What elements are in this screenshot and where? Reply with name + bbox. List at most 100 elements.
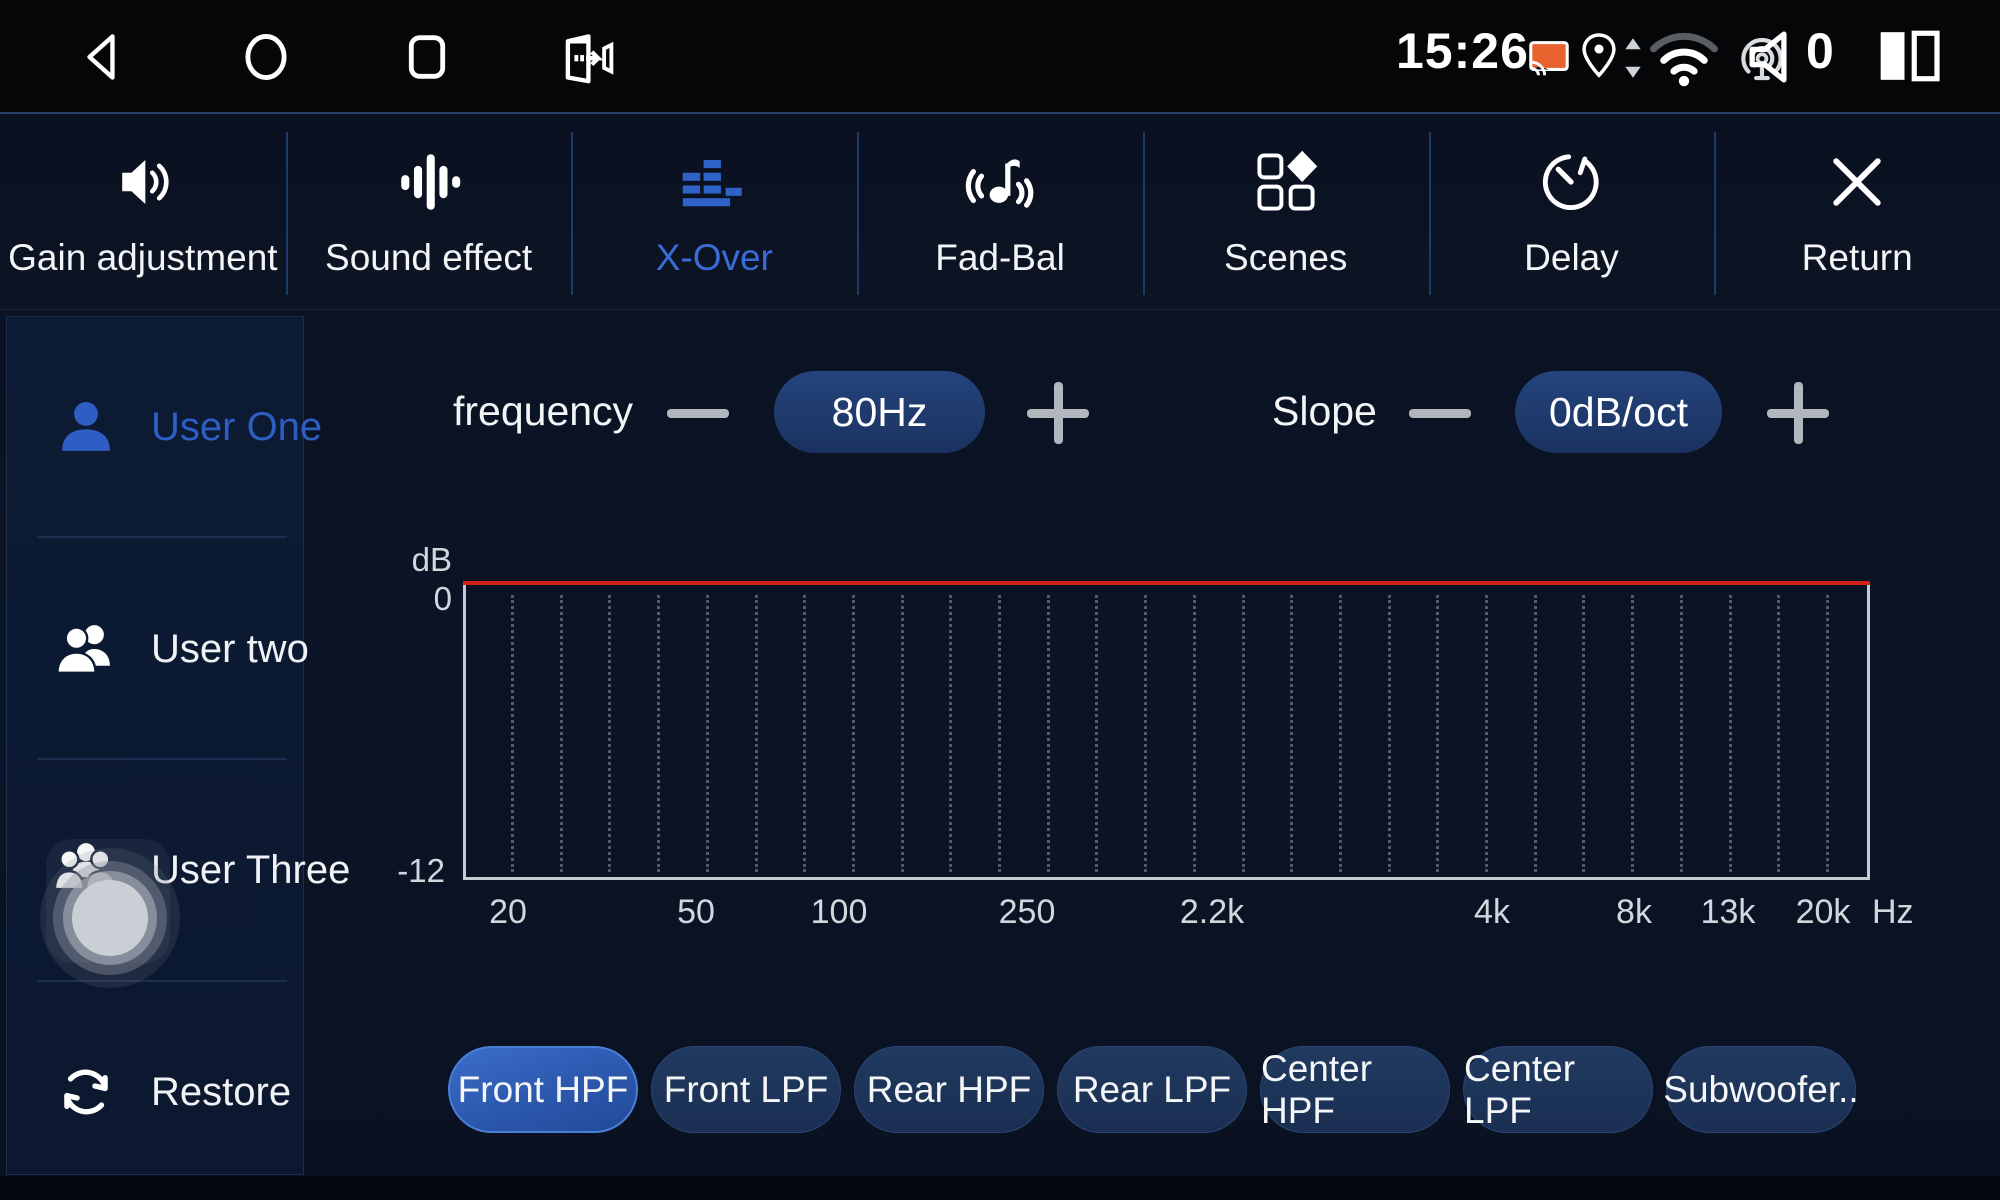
x-tick: 8k	[1616, 893, 1652, 931]
tab-label: Scenes	[1224, 236, 1348, 278]
sidebar-item-restore[interactable]: Restore	[7, 1032, 303, 1152]
close-x-icon	[1833, 157, 1881, 206]
gridline	[998, 595, 1001, 872]
volume-icon	[1749, 31, 1787, 83]
sidebar-divider	[37, 758, 287, 760]
gridline	[1046, 595, 1050, 872]
frequency-increase-button[interactable]	[1023, 378, 1093, 448]
sidebar-divider	[37, 980, 287, 982]
x-tick: 250	[998, 893, 1056, 931]
sidebar-item-label: User One	[151, 404, 323, 449]
filter-rear-hpf[interactable]: Rear HPF	[854, 1046, 1044, 1133]
sidebar-item-user-two[interactable]: User two	[7, 589, 309, 709]
user-sidebar: User One User two User Three Restore	[6, 316, 350, 1175]
sidebar-divider	[37, 536, 287, 538]
tab-label: Return	[1801, 236, 1913, 278]
crossover-levels-icon	[683, 159, 743, 206]
speaker-icon	[122, 159, 169, 204]
x-tick: 4k	[1474, 893, 1510, 931]
gridline	[1095, 595, 1099, 872]
tab-label: Fad-Bal	[935, 236, 1065, 278]
filter-front-hpf[interactable]: Front HPF	[448, 1046, 638, 1133]
x-tick: 13k	[1700, 893, 1756, 931]
equalizer-bars-icon	[400, 153, 460, 210]
gridline	[657, 595, 661, 872]
gridline	[1290, 595, 1294, 872]
filter-front-lpf[interactable]: Front LPF	[651, 1046, 841, 1133]
clock: 15:26	[1396, 23, 1529, 79]
gridline	[1533, 595, 1537, 872]
bottom-edge-strip	[0, 1176, 2000, 1200]
response-curve-line	[463, 581, 1870, 585]
data-arrows-icon	[1625, 38, 1641, 78]
sidebar-item-user-one[interactable]: User One	[7, 367, 322, 487]
frequency-value[interactable]: 80Hz	[774, 371, 985, 453]
tab-label: Delay	[1524, 236, 1619, 278]
gridline	[949, 595, 953, 872]
filter-center-lpf[interactable]: Center LPF	[1463, 1046, 1653, 1133]
single-user-icon	[62, 401, 110, 451]
x-tick: 20	[489, 893, 527, 931]
slope-increase-button[interactable]	[1763, 378, 1833, 448]
tab-gain-adjustment[interactable]: Gain adjustment	[0, 114, 286, 309]
filter-center-hpf[interactable]: Center HPF	[1260, 1046, 1450, 1133]
y-tick-0: 0	[433, 580, 452, 617]
gridline	[754, 595, 758, 872]
x-tick: 20k	[1795, 893, 1851, 931]
gridline	[1436, 595, 1440, 872]
y-tick-minus12: -12	[397, 852, 445, 889]
gridline	[1387, 595, 1391, 872]
tab-label: X-Over	[655, 236, 773, 278]
tab-delay[interactable]: Delay	[1428, 114, 1715, 309]
slope-label: Slope	[1272, 388, 1377, 434]
x-tick: 100	[810, 893, 868, 931]
timer-icon	[1543, 153, 1600, 210]
music-note-waves-icon	[965, 158, 1034, 208]
wifi-icon	[1650, 33, 1718, 87]
gridline	[705, 595, 709, 872]
two-users-icon	[56, 625, 110, 675]
gridline	[1485, 595, 1488, 872]
tab-return[interactable]: Return	[1714, 114, 2000, 309]
gridline	[1631, 595, 1635, 872]
gridline	[1338, 595, 1342, 872]
tab-fad-bal[interactable]: Fad-Bal	[857, 114, 1143, 309]
scenes-grid-icon	[1257, 150, 1317, 211]
split-screen-icon[interactable]	[1878, 30, 1944, 82]
gridline	[559, 595, 563, 872]
tab-label: Sound effect	[325, 236, 533, 278]
gridline	[900, 595, 904, 872]
x-tick: 50	[677, 893, 715, 931]
exit-app-icon[interactable]	[553, 28, 619, 86]
gridline	[1728, 595, 1732, 872]
filter-rear-lpf[interactable]: Rear LPF	[1057, 1046, 1247, 1133]
filter-subwoofer[interactable]: Subwoofer..	[1663, 1046, 1859, 1133]
frequency-label: frequency	[453, 388, 634, 434]
gridline	[851, 595, 855, 872]
minus-icon	[667, 408, 729, 418]
feature-tab-bar: Gain adjustment Sound effect X-Over Fad-…	[0, 112, 2000, 310]
volume-level: 0	[1806, 23, 1834, 79]
home-icon[interactable]	[237, 28, 295, 86]
recents-icon[interactable]	[398, 28, 456, 86]
touch-pointer-center	[72, 880, 148, 956]
slope-decrease-button[interactable]	[1405, 378, 1475, 448]
gridline	[1144, 595, 1148, 872]
tab-x-over[interactable]: X-Over	[571, 114, 857, 309]
x-tick: 2.2k	[1179, 893, 1245, 931]
location-icon	[1582, 33, 1616, 78]
tab-sound-effect[interactable]: Sound effect	[285, 114, 572, 309]
tab-scenes[interactable]: Scenes	[1142, 114, 1429, 309]
gridline	[1825, 595, 1829, 872]
gridline	[511, 595, 514, 872]
frequency-decrease-button[interactable]	[663, 378, 733, 448]
crossover-response-plot[interactable]	[463, 581, 1870, 880]
slope-value[interactable]: 0dB/oct	[1515, 371, 1722, 453]
gridline	[1679, 595, 1683, 872]
back-icon[interactable]	[75, 28, 133, 86]
sidebar-item-label: Restore	[151, 1069, 292, 1114]
x-axis-unit: Hz	[1872, 893, 1914, 931]
y-axis-unit: dB	[411, 541, 452, 578]
restore-refresh-icon	[64, 1069, 108, 1115]
